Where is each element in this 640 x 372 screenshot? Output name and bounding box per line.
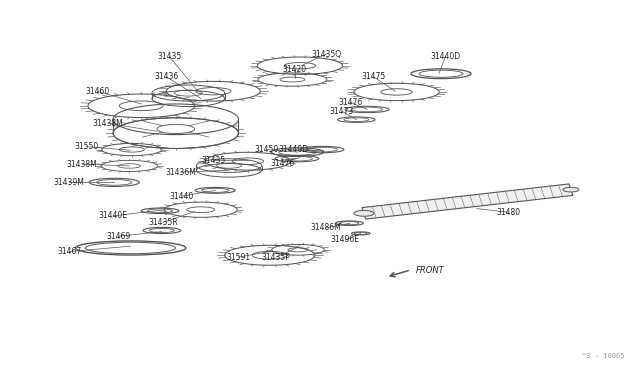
Text: 31435: 31435 [157, 52, 182, 61]
Text: 31476: 31476 [270, 158, 294, 167]
Text: 31435P: 31435P [262, 253, 291, 262]
Text: 31473: 31473 [330, 107, 354, 116]
Text: 31438M: 31438M [67, 160, 97, 169]
Text: 31440D: 31440D [278, 145, 308, 154]
Text: 31435Q: 31435Q [311, 49, 341, 58]
Text: FRONT: FRONT [415, 266, 444, 275]
Text: 31436: 31436 [154, 72, 179, 81]
Text: 31435: 31435 [201, 156, 225, 165]
Text: ^3 - 10005: ^3 - 10005 [582, 353, 624, 359]
Text: 31450: 31450 [255, 145, 279, 154]
Text: 31440D: 31440D [430, 52, 461, 61]
Text: 31435R: 31435R [148, 218, 178, 227]
Polygon shape [362, 184, 573, 219]
Text: 31438M: 31438M [93, 119, 124, 128]
Ellipse shape [563, 187, 579, 192]
Text: 31496E: 31496E [331, 235, 360, 244]
Ellipse shape [354, 211, 374, 216]
Text: 31486M: 31486M [311, 224, 342, 232]
Text: 31420: 31420 [283, 65, 307, 74]
Text: 31476: 31476 [338, 98, 362, 107]
Text: 31467: 31467 [57, 247, 81, 256]
Text: 31469: 31469 [106, 232, 130, 241]
Text: 31440E: 31440E [99, 211, 127, 220]
Text: 31591: 31591 [227, 253, 250, 262]
Text: 31436M: 31436M [165, 168, 196, 177]
Text: 31550: 31550 [74, 142, 99, 151]
Text: 31475: 31475 [361, 72, 385, 81]
Text: 31460: 31460 [85, 87, 109, 96]
Text: 31480: 31480 [496, 208, 520, 217]
Text: 31440: 31440 [170, 192, 194, 201]
Text: 31439M: 31439M [54, 178, 84, 187]
